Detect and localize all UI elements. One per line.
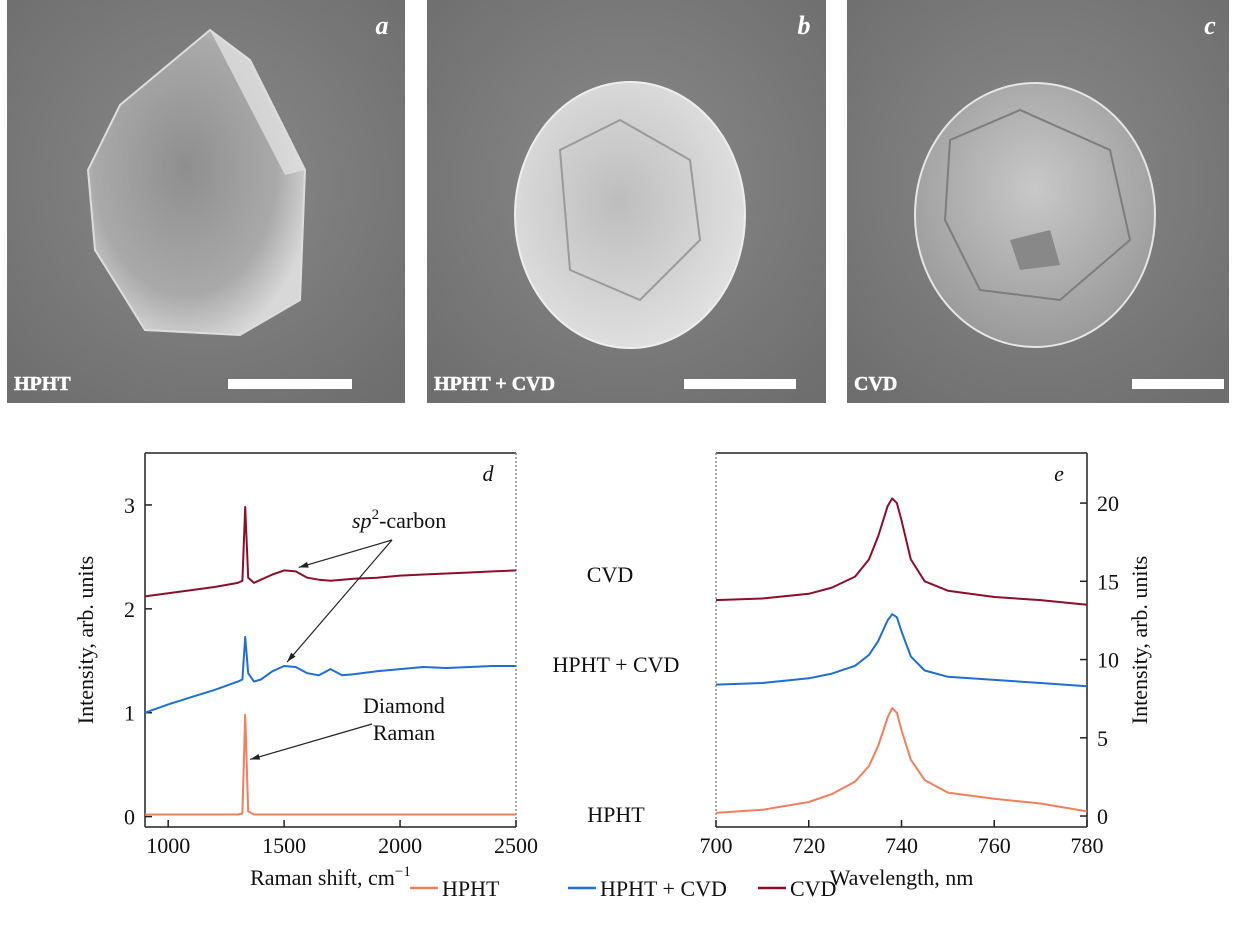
legend-label: HPHT + CVD (600, 876, 727, 901)
y-tick-label: 1 (124, 701, 135, 726)
annotation-arrow (299, 540, 392, 567)
x-tick-label: 700 (700, 833, 733, 858)
sem-panel-b (427, 0, 826, 403)
series-label: CVD (587, 562, 633, 587)
y-tick-label: 0 (1097, 804, 1108, 829)
y-tick-label: 0 (124, 805, 135, 830)
y-tick-label: 20 (1097, 491, 1119, 516)
series-label: HPHT + CVD (553, 652, 680, 677)
x-tick-label: 740 (885, 833, 918, 858)
annotation: Raman (373, 720, 435, 745)
series-line (716, 498, 1087, 604)
y-tick-label: 5 (1097, 726, 1108, 751)
series-line (145, 507, 516, 596)
arrow-head (299, 562, 309, 568)
x-tick-label: 2500 (494, 833, 538, 858)
x-tick-label: 1000 (146, 833, 190, 858)
series-line (716, 614, 1087, 686)
y-tick-label: 10 (1097, 648, 1119, 673)
series-line (145, 637, 516, 713)
x-axis-label: Wavelength, nm (830, 865, 974, 890)
legend-label: HPHT (442, 876, 500, 901)
x-tick-label: 2000 (378, 833, 422, 858)
sem-panel-a (7, 0, 405, 403)
x-tick-label: 780 (1071, 833, 1104, 858)
panel-letter: b (798, 11, 811, 40)
x-axis-label: Raman shift, cm−1 (250, 864, 411, 890)
y-axis-label: Intensity, arb. units (1127, 556, 1152, 724)
panel-letter: e (1054, 461, 1064, 486)
series-label: HPHT (587, 802, 645, 827)
annotation-arrow (287, 540, 392, 662)
x-tick-label: 1500 (262, 833, 306, 858)
panel-label: HPHT + CVD (434, 373, 555, 395)
panel-label: HPHT (14, 373, 71, 395)
panel-letter: a (376, 11, 389, 40)
annotation-italic: sp (352, 508, 372, 533)
annotation-arrow (250, 724, 372, 759)
panel-label: CVD (854, 373, 897, 395)
x-axis-label-text: Wavelength, nm (830, 865, 974, 890)
y-tick-label: 2 (124, 597, 135, 622)
figure: a b c HPHT HPHT + CVD CVD 10001500200025… (0, 0, 1235, 927)
panel-letter: c (1204, 11, 1216, 40)
x-axis-label-sup: −1 (395, 864, 411, 880)
annotation-sup: 2 (372, 507, 380, 523)
x-tick-label: 760 (978, 833, 1011, 858)
annotation: sp2-carbon (352, 507, 446, 533)
panel-letter: d (483, 461, 495, 486)
y-tick-label: 3 (124, 493, 135, 518)
y-axis-label: Intensity, arb. units (73, 556, 98, 724)
y-tick-label: 15 (1097, 569, 1119, 594)
sem-panel-c (847, 0, 1229, 403)
arrow-head (250, 754, 260, 760)
annotation: Diamond (363, 693, 445, 718)
x-tick-label: 720 (792, 833, 825, 858)
x-axis-label-text: Raman shift, cm (250, 865, 395, 890)
annotation-rest: -carbon (379, 508, 446, 533)
series-line (145, 715, 516, 815)
series-line (716, 708, 1087, 813)
legend-label: CVD (790, 876, 836, 901)
